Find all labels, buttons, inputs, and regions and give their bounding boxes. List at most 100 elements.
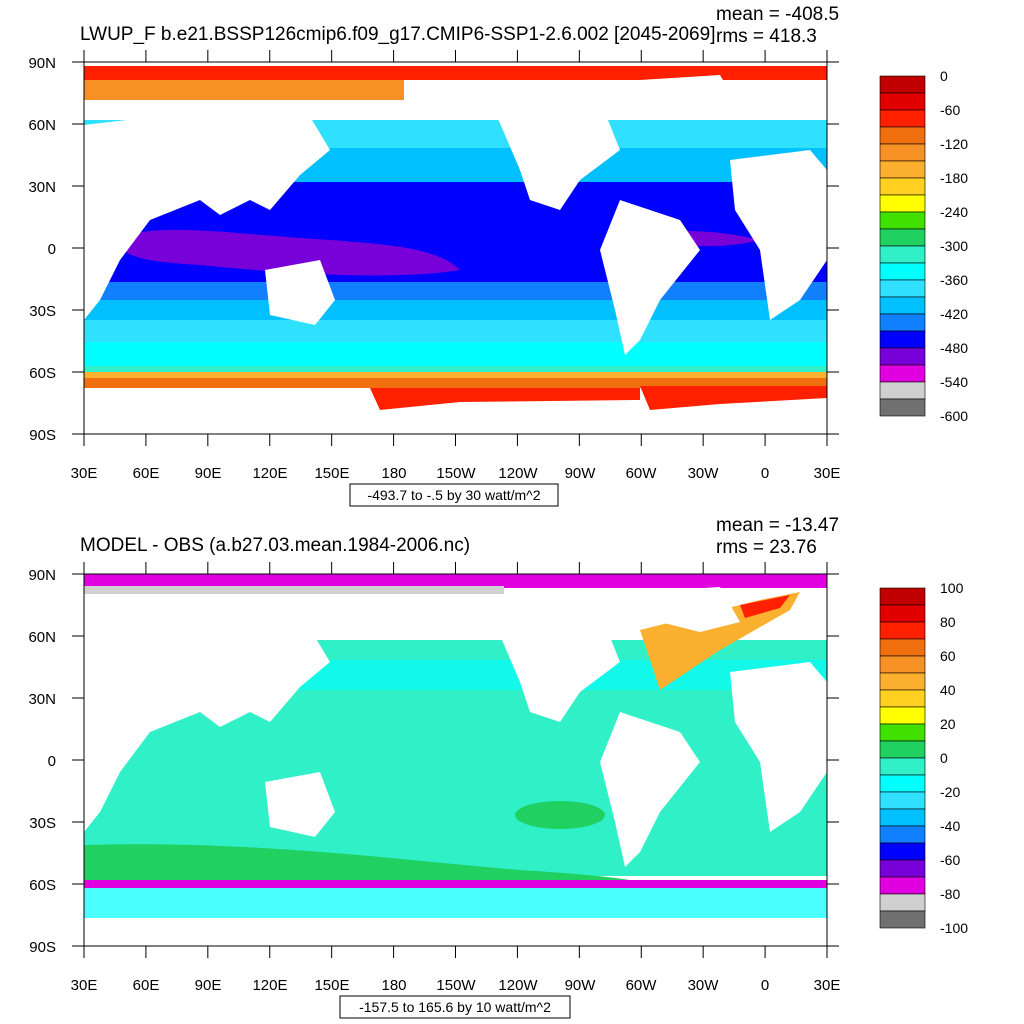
colorbar-label: -40 bbox=[940, 818, 960, 834]
colorbar-label: 0 bbox=[940, 68, 948, 84]
lon-label: 150E bbox=[314, 977, 349, 994]
colorbar-label: -420 bbox=[940, 306, 968, 322]
contour-info-box bbox=[349, 483, 559, 507]
arctic-band bbox=[84, 66, 827, 80]
mean-label: mean = -408.5 bbox=[716, 4, 839, 25]
colorbar-label: -540 bbox=[940, 374, 968, 390]
colorbar-label: -300 bbox=[940, 238, 968, 254]
colorbar-swatch bbox=[879, 245, 926, 264]
lon-label: 90E bbox=[195, 465, 222, 482]
lat-label: 30N bbox=[28, 179, 56, 196]
lat-label: 30N bbox=[28, 691, 56, 708]
colorbar: 100 80 60 40 20 0 -20 -40 -60 -80 -100 bbox=[879, 580, 968, 936]
rms-label: rms = 418.3 bbox=[716, 26, 817, 47]
lat-label: 90S bbox=[29, 427, 56, 444]
colorbar-swatch bbox=[879, 126, 926, 145]
lat-label: 90N bbox=[28, 55, 56, 72]
lon-label: 30E bbox=[71, 977, 98, 994]
mean-label: mean = -13.47 bbox=[716, 515, 839, 536]
lon-label: 90E bbox=[195, 977, 222, 994]
lon-label: 180 bbox=[381, 977, 406, 994]
lat-label: 0 bbox=[48, 753, 56, 770]
lon-axis: 30E 60E 90E 120E 150E 180 150W 120W 90W … bbox=[71, 465, 841, 482]
lon-label: 30W bbox=[688, 465, 720, 482]
map-field bbox=[84, 574, 827, 946]
lon-label: 120E bbox=[252, 977, 287, 994]
colorbar-swatch bbox=[879, 296, 926, 315]
colorbar-swatch bbox=[879, 398, 926, 417]
colorbar-swatch bbox=[879, 672, 926, 691]
colorbar: 0 -60 -120 -180 -240 -300 -360 -420 -480 -540 -600 bbox=[879, 68, 968, 424]
panel-bottom: MODEL - OBS (a.b27.03.mean.1984-2006.nc)… bbox=[28, 515, 968, 1019]
colorbar-swatch bbox=[879, 381, 926, 400]
lon-label: 30E bbox=[814, 977, 841, 994]
lon-label: 120E bbox=[252, 465, 287, 482]
land-australia bbox=[265, 260, 335, 325]
colorbar-swatch bbox=[879, 143, 926, 162]
colorbar-swatch bbox=[879, 160, 926, 179]
colorbar-swatch bbox=[879, 723, 926, 742]
lon-label: 120W bbox=[498, 977, 538, 994]
colorbar-swatch bbox=[879, 859, 926, 878]
lon-label: 120W bbox=[498, 465, 538, 482]
ticks bbox=[72, 562, 839, 958]
colorbar-label: -360 bbox=[940, 272, 968, 288]
colorbar-swatch bbox=[879, 876, 926, 895]
colorbar-swatch bbox=[879, 910, 926, 929]
lat-label: 60S bbox=[29, 365, 56, 382]
colorbar-swatch bbox=[879, 347, 926, 366]
colorbar-label: -80 bbox=[940, 886, 960, 902]
lon-label: 150W bbox=[436, 977, 476, 994]
positive-anomaly bbox=[515, 801, 605, 829]
colorbar-label: -60 bbox=[940, 852, 960, 868]
lon-label: 30E bbox=[814, 465, 841, 482]
lon-label: 60W bbox=[626, 465, 658, 482]
colorbar-swatch bbox=[879, 364, 926, 383]
lon-label: 150E bbox=[314, 465, 349, 482]
colorbar-swatch bbox=[879, 75, 926, 94]
lon-label: 30E bbox=[71, 465, 98, 482]
colorbar-label: -100 bbox=[940, 920, 968, 936]
colorbar-label: -240 bbox=[940, 204, 968, 220]
north-atlantic-anomaly bbox=[640, 592, 800, 690]
lon-label: 0 bbox=[761, 977, 769, 994]
land-greenland bbox=[640, 75, 740, 120]
colorbar-label: 60 bbox=[940, 648, 956, 664]
colorbar-label: 20 bbox=[940, 716, 956, 732]
contour-info: -493.7 to -.5 by 30 watt/m^2 bbox=[367, 487, 540, 503]
colorbar-swatch bbox=[879, 177, 926, 196]
land-eurasia bbox=[84, 100, 330, 320]
rms-label: rms = 23.76 bbox=[716, 537, 817, 558]
lat-axis: 90N 60N 30N 0 30S 60S 90S bbox=[28, 55, 56, 444]
contour-info-box bbox=[339, 995, 571, 1019]
lon-label: 60E bbox=[133, 977, 160, 994]
lat-axis: 90N 60N 30N 0 30S 60S 90S bbox=[28, 567, 56, 956]
lon-label: 60E bbox=[133, 465, 160, 482]
colorbar-swatch bbox=[879, 262, 926, 281]
lat-label: 90N bbox=[28, 567, 56, 584]
colorbar-swatch bbox=[879, 621, 926, 640]
colorbar-swatch bbox=[879, 330, 926, 349]
lon-axis: 30E 60E 90E 120E 150E 180 150W 120W 90W … bbox=[71, 977, 841, 994]
contour-info: -157.5 to 165.6 by 10 watt/m^2 bbox=[359, 999, 551, 1015]
colorbar-swatch bbox=[879, 109, 926, 128]
colorbar-label: -180 bbox=[940, 170, 968, 186]
colorbar-swatch bbox=[879, 194, 926, 213]
land-north-america bbox=[490, 100, 620, 210]
colorbar-swatch bbox=[879, 825, 926, 844]
panel-top: LWUP_F b.e21.BSSP126cmip6.f09_g17.CMIP6-… bbox=[28, 4, 968, 507]
lon-label: 60W bbox=[626, 977, 658, 994]
colorbar-swatch bbox=[879, 842, 926, 861]
lat-label: 60N bbox=[28, 117, 56, 134]
colorbar-swatch bbox=[879, 313, 926, 332]
colorbar-swatch bbox=[879, 279, 926, 298]
map-title: MODEL - OBS (a.b27.03.mean.1984-2006.nc) bbox=[80, 535, 470, 556]
colorbar-label: 80 bbox=[940, 614, 956, 630]
colorbar-swatch bbox=[879, 791, 926, 810]
colorbar-swatch bbox=[879, 706, 926, 725]
lon-label: 0 bbox=[761, 465, 769, 482]
colorbar-swatch bbox=[879, 757, 926, 776]
lat-label: 90S bbox=[29, 939, 56, 956]
lat-label: 30S bbox=[29, 303, 56, 320]
colorbar-label: -20 bbox=[940, 784, 960, 800]
